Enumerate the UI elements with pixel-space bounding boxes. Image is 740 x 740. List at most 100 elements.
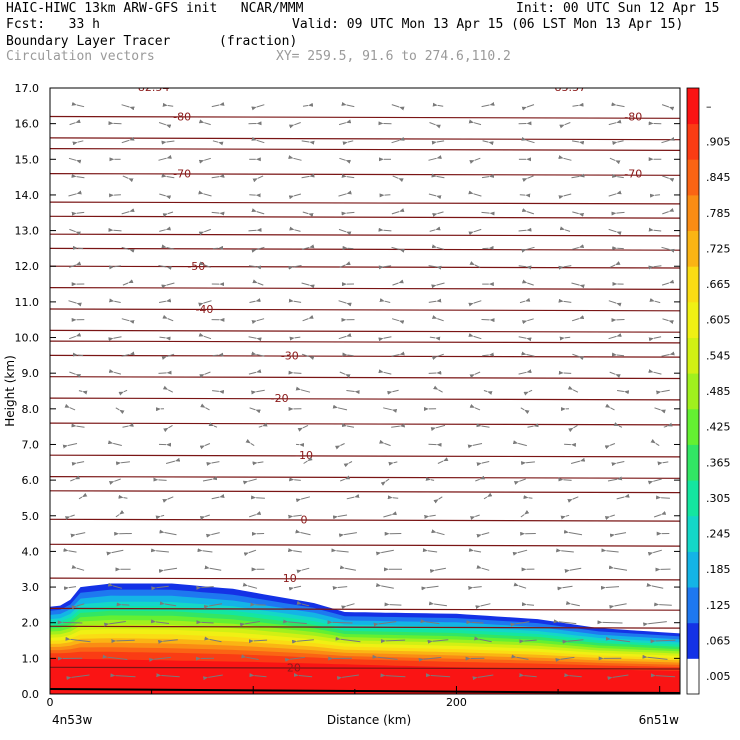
vector-arrow [161, 282, 175, 289]
vector-arrow [483, 390, 493, 395]
vector-arrow [158, 154, 172, 161]
vector-arrow [109, 298, 121, 303]
vector-arrow [108, 227, 122, 232]
vector-arrow [428, 601, 447, 607]
vector-arrow [476, 564, 490, 571]
vector-arrow [572, 140, 585, 145]
y-tick-label: 13.0 [15, 225, 40, 238]
colorbar-label: .845 [706, 171, 731, 184]
colorbar-swatch [687, 301, 699, 338]
vector-arrow [609, 261, 621, 268]
vector-arrow [605, 636, 631, 643]
vector-arrow [332, 585, 348, 590]
vector-arrow [387, 495, 399, 500]
vector-arrow [655, 495, 670, 500]
vector-arrow [476, 423, 490, 428]
vector-arrow [601, 548, 619, 553]
vector-arrow [558, 265, 572, 270]
vector-arrow [422, 548, 438, 553]
vector-arrow [296, 567, 310, 574]
vector-arrow [239, 621, 260, 627]
vector-arrow [108, 478, 121, 485]
vector-arrow [302, 102, 314, 107]
vector-arrow [380, 478, 390, 486]
vector-arrow [391, 104, 405, 111]
vector-arrow [520, 509, 530, 518]
y-tick-label: 9.0 [22, 367, 40, 380]
vector-arrow [197, 548, 213, 553]
vector-arrow [466, 620, 484, 625]
vector-arrow [559, 122, 571, 129]
y-tick-label: 3.0 [22, 581, 40, 594]
vector-arrow [661, 246, 675, 253]
colorbar-label: .065 [706, 635, 731, 648]
vector-arrow [199, 371, 211, 379]
vector-arrow [342, 140, 354, 146]
vector-arrow [161, 244, 175, 250]
y-tick-label: 2.0 [22, 617, 40, 630]
vector-arrow [158, 370, 172, 375]
vector-arrow [646, 582, 664, 589]
vector-arrow [158, 567, 178, 574]
vector-arrow [338, 119, 352, 126]
vector-arrow [339, 157, 351, 164]
vector-arrow [380, 639, 406, 644]
temperature-contour-line [50, 518, 680, 522]
contour-label: -10 [295, 449, 313, 462]
vector-arrow [654, 602, 672, 607]
vector-arrow [431, 529, 445, 536]
colorbar-swatch [687, 551, 699, 588]
vector-arrow [158, 639, 178, 644]
vector-arrow [613, 422, 623, 428]
vector-arrow [649, 298, 661, 304]
contour-label: -40 [195, 303, 213, 316]
vector-arrow [429, 567, 446, 574]
y-tick-label: 15.0 [15, 153, 40, 166]
vector-arrow [558, 298, 572, 303]
temperature-contour-line [50, 577, 680, 581]
vector-arrow [71, 211, 85, 216]
vector-arrow [562, 639, 584, 644]
vector-arrow [204, 636, 222, 643]
vector-arrow [70, 532, 86, 538]
vector-arrow [648, 336, 662, 342]
vector-arrow [663, 422, 673, 428]
vector-arrow [165, 457, 181, 464]
vector-arrow [198, 157, 211, 164]
vector-arrow [604, 443, 616, 450]
vector-arrow [296, 600, 310, 607]
vector-arrow [341, 603, 355, 610]
colorbar-swatch [687, 373, 699, 410]
vector-arrow [336, 674, 359, 681]
vector-arrow [108, 265, 121, 270]
contour-label: 10 [283, 572, 297, 585]
vector-arrow [611, 102, 625, 108]
model-title: HAIC-HIWC 13km ARW-GFS init NCAR/MMM [6, 1, 304, 16]
vector-arrow [424, 514, 436, 519]
vector-arrow [288, 514, 302, 519]
colorbar-swatch [687, 159, 699, 196]
vector-arrow [432, 102, 444, 107]
vector-arrow [302, 314, 314, 322]
vector-arrow [521, 318, 534, 325]
vector-arrow [199, 443, 211, 450]
vector-arrow [648, 265, 662, 270]
vector-arrow [468, 119, 482, 126]
forecast-hour: Fcst: 33 h [6, 17, 100, 32]
vector-arrow [431, 140, 445, 145]
vector-arrow [391, 246, 405, 253]
temperature-contour-line [50, 397, 680, 401]
vector-arrow [159, 193, 172, 200]
contour-label: 0 [301, 513, 308, 526]
contour-label-top-left: -82.54 [134, 81, 169, 94]
temperature-contour-line [50, 543, 680, 547]
colorbar-swatch [687, 408, 699, 445]
temperature-contour-line [50, 201, 680, 205]
vector-arrow [559, 336, 571, 341]
vector-arrow [196, 620, 214, 625]
vector-arrow [118, 389, 128, 396]
vector-arrow [570, 457, 586, 464]
vector-arrow [391, 136, 405, 144]
vector-arrow [375, 549, 394, 556]
vector-arrow [248, 639, 268, 644]
